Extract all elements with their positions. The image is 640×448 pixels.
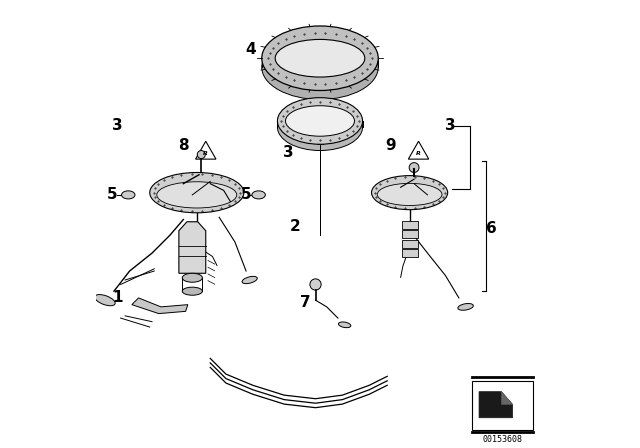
Ellipse shape (197, 151, 205, 159)
Polygon shape (479, 392, 513, 418)
Ellipse shape (310, 279, 321, 290)
Polygon shape (502, 392, 513, 405)
Text: 00153608: 00153608 (483, 435, 522, 444)
Text: 5: 5 (241, 187, 252, 202)
Text: 5: 5 (106, 187, 117, 202)
Ellipse shape (409, 163, 419, 172)
Ellipse shape (157, 182, 237, 208)
FancyBboxPatch shape (472, 381, 533, 430)
Ellipse shape (371, 176, 448, 210)
Ellipse shape (182, 287, 202, 295)
Text: 6: 6 (486, 221, 497, 236)
Text: 1: 1 (112, 290, 123, 306)
FancyBboxPatch shape (401, 221, 418, 229)
Polygon shape (132, 298, 188, 314)
Ellipse shape (278, 98, 362, 144)
Text: 3: 3 (284, 145, 294, 160)
Ellipse shape (252, 191, 266, 199)
Text: 7: 7 (300, 295, 311, 310)
Text: 8: 8 (178, 138, 189, 153)
Text: 9: 9 (385, 138, 396, 153)
Polygon shape (179, 222, 206, 273)
Text: 4: 4 (245, 42, 256, 57)
Ellipse shape (278, 104, 362, 151)
Ellipse shape (262, 35, 378, 99)
Ellipse shape (285, 112, 355, 142)
Text: R: R (204, 151, 208, 155)
Ellipse shape (95, 295, 115, 306)
Ellipse shape (262, 26, 378, 90)
Ellipse shape (275, 48, 365, 86)
Text: 3: 3 (112, 118, 123, 133)
Ellipse shape (377, 183, 442, 206)
Ellipse shape (275, 39, 365, 77)
Ellipse shape (242, 276, 257, 284)
FancyBboxPatch shape (401, 249, 418, 257)
Text: R: R (416, 151, 421, 155)
FancyBboxPatch shape (401, 230, 418, 238)
Text: 3: 3 (445, 118, 455, 133)
Ellipse shape (458, 303, 474, 310)
Ellipse shape (285, 106, 355, 136)
Ellipse shape (182, 273, 202, 282)
FancyBboxPatch shape (401, 240, 418, 248)
Ellipse shape (339, 322, 351, 327)
Ellipse shape (150, 172, 244, 213)
Ellipse shape (122, 191, 135, 199)
Text: 2: 2 (290, 219, 301, 234)
